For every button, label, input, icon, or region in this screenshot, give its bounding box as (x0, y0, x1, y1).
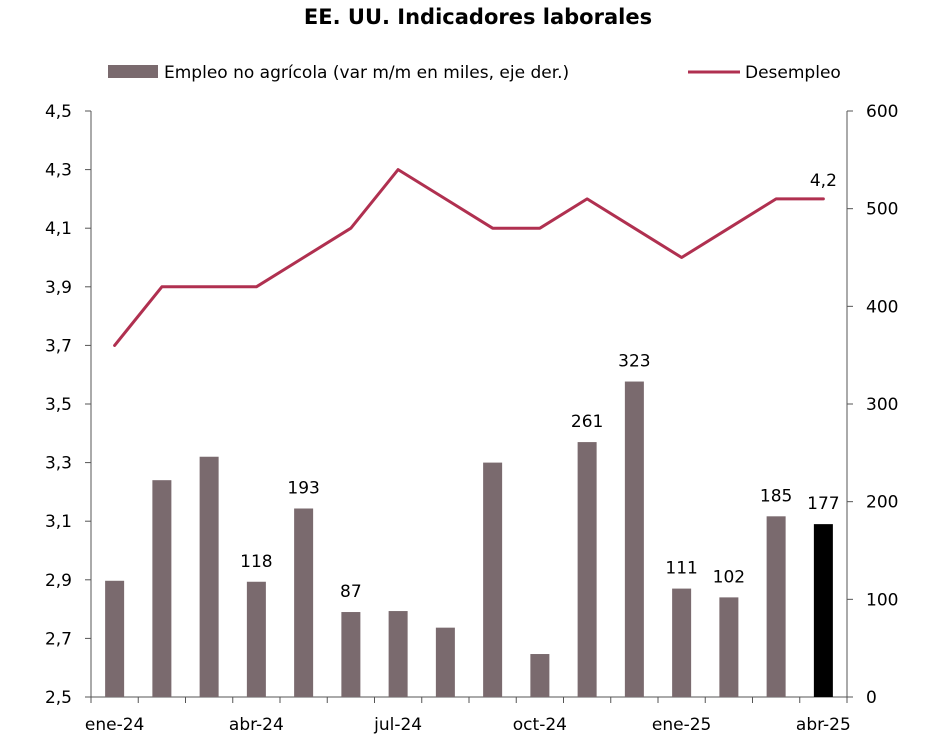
bar (813, 524, 833, 697)
legend-swatch-bars (108, 65, 158, 78)
bar (199, 456, 219, 697)
bar (341, 612, 361, 697)
right-axis-tick-label: 0 (866, 688, 877, 708)
x-axis-tick-label: jul-24 (373, 715, 422, 735)
bar (766, 516, 786, 697)
left-axis-tick-label: 2,5 (45, 688, 72, 708)
bar (624, 381, 644, 697)
bar-data-label: 193 (287, 479, 319, 499)
bar (719, 597, 739, 697)
bar (483, 462, 503, 697)
bar (152, 480, 172, 697)
bar (672, 588, 692, 697)
left-axis-tick-label: 3,1 (45, 512, 72, 532)
bar (577, 442, 597, 697)
bar-data-labels: 118 193 87 261 323 111 102 185 177 (240, 352, 839, 602)
left-axis-tick-label: 4,3 (45, 161, 72, 181)
bar-data-label: 111 (665, 559, 697, 579)
bar (105, 580, 125, 697)
x-axis-tick-label: abr-25 (796, 715, 851, 735)
right-axis-tick-label: 400 (866, 297, 898, 317)
bar-data-label: 185 (760, 486, 792, 506)
right-axis-tick-label: 300 (866, 395, 898, 415)
line-end-label: 4,2 (810, 171, 837, 191)
right-axis-tick-label: 600 (866, 102, 898, 122)
bar (294, 508, 314, 697)
x-axis-tick-label: ene-24 (85, 715, 144, 735)
left-axis-tick-label: 2,7 (45, 629, 72, 649)
legend: Empleo no agrícola (var m/m en miles, ej… (108, 63, 841, 83)
bar-data-label: 261 (571, 412, 603, 432)
right-axis-tick-label: 100 (866, 590, 898, 610)
bar-data-label: 323 (618, 352, 650, 372)
right-axis-tick-label: 200 (866, 493, 898, 513)
bar (435, 627, 455, 697)
chart-title: EE. UU. Indicadores laborales (304, 5, 652, 29)
left-axis-tick-label: 4,1 (45, 219, 72, 239)
legend-label-line: Desempleo (745, 63, 841, 83)
bar-data-label: 118 (240, 552, 272, 572)
line-series: 4,2 (113, 168, 837, 347)
x-axis-tick-label: abr-24 (229, 715, 284, 735)
left-axis-tick-label: 3,9 (45, 278, 72, 298)
x-axis-tick-label: ene-25 (652, 715, 711, 735)
left-axis-tick-label: 3,7 (45, 336, 72, 356)
bar (388, 611, 408, 697)
legend-label-bars: Empleo no agrícola (var m/m en miles, ej… (164, 63, 569, 83)
bar-data-label: 177 (807, 494, 839, 514)
bar-data-label: 87 (340, 582, 362, 602)
x-axis-tick-label: oct-24 (513, 715, 567, 735)
unemployment-line (113, 168, 825, 347)
left-axis-tick-label: 2,9 (45, 571, 72, 591)
bar (530, 654, 550, 697)
right-axis-tick-label: 500 (866, 200, 898, 220)
bar-series (105, 381, 833, 697)
left-axis-tick-label: 4,5 (45, 102, 72, 122)
bar (246, 581, 266, 697)
axes: 2,5 2,7 2,9 3,1 3,3 3,5 3,7 3,9 4,1 4,3 4,5 0 100 200… (45, 102, 899, 735)
left-axis-tick-label: 3,3 (45, 454, 72, 474)
left-axis-tick-label: 3,5 (45, 395, 72, 415)
bar-data-label: 102 (713, 567, 745, 587)
